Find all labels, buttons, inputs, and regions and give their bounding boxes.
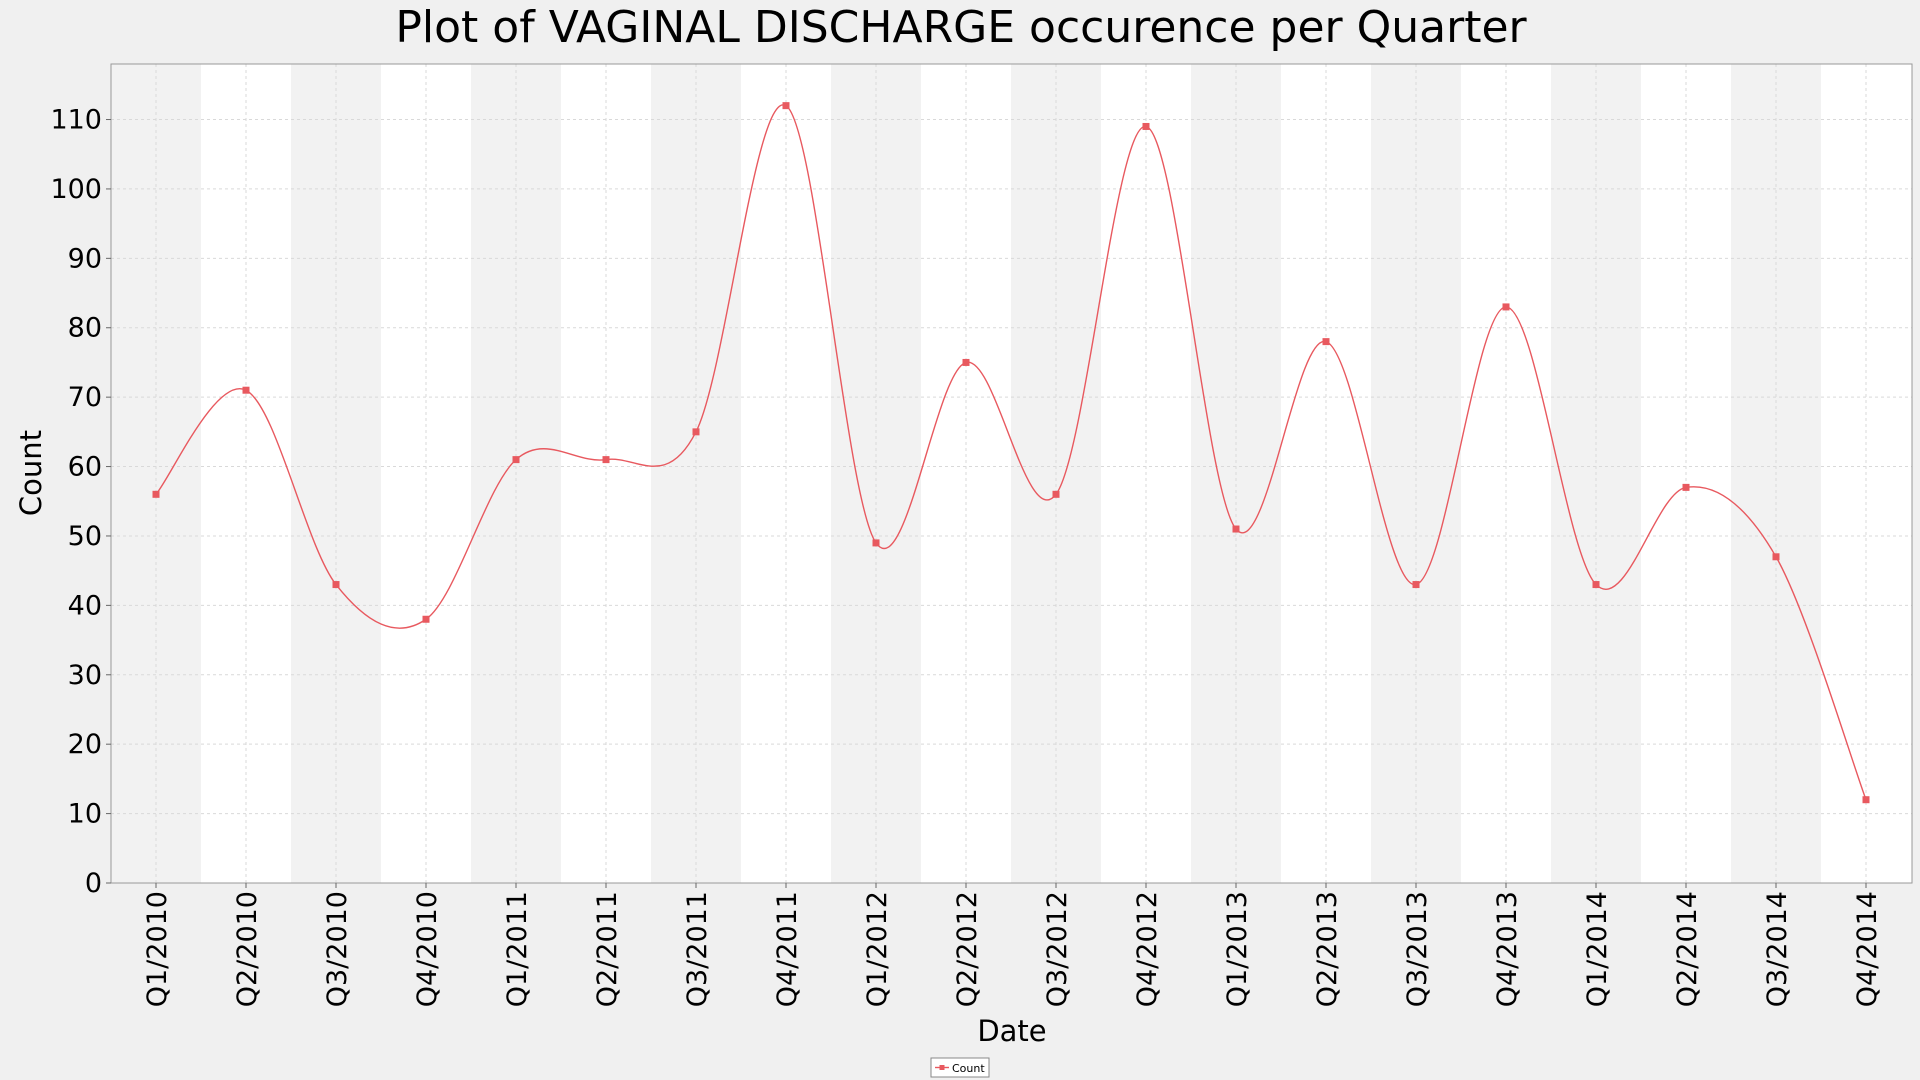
x-tick-label: Q3/2011 xyxy=(682,891,713,1007)
series-markers xyxy=(152,102,1870,804)
x-tick-label: Q3/2014 xyxy=(1762,891,1793,1007)
x-tick-label: Q4/2012 xyxy=(1132,891,1163,1007)
y-tick-label: 90 xyxy=(68,243,102,274)
x-tick-label: Q2/2012 xyxy=(952,891,983,1007)
data-point xyxy=(332,581,340,589)
x-tick-label: Q4/2013 xyxy=(1492,891,1523,1007)
y-tick-label: 70 xyxy=(68,382,102,413)
data-point xyxy=(962,358,970,366)
y-tick-label: 60 xyxy=(68,452,102,483)
y-tick-label: 100 xyxy=(50,174,102,205)
series-line-count xyxy=(155,104,1867,800)
chart-title: Plot of VAGINAL DISCHARGE occurence per … xyxy=(395,2,1527,53)
x-tick-label: Q3/2013 xyxy=(1402,891,1433,1007)
data-point xyxy=(152,490,160,498)
data-point xyxy=(512,456,520,464)
y-tick-label: 0 xyxy=(85,868,102,899)
data-point xyxy=(1592,581,1600,589)
x-tick-label: Q3/2012 xyxy=(1042,891,1073,1007)
y-tick-label: 110 xyxy=(50,105,102,136)
data-point xyxy=(1862,796,1870,804)
data-point xyxy=(1502,303,1510,311)
data-point xyxy=(602,456,610,464)
data-point xyxy=(422,615,430,623)
data-point xyxy=(1682,483,1690,491)
data-point xyxy=(1232,525,1240,533)
x-tick-label: Q2/2010 xyxy=(232,891,263,1007)
legend-label-count: Count xyxy=(952,1062,985,1075)
legend: Count xyxy=(930,1057,990,1078)
x-tick-label: Q1/2014 xyxy=(1582,891,1613,1007)
x-tick-label: Q1/2012 xyxy=(862,891,893,1007)
data-point xyxy=(692,428,700,436)
grid-lines xyxy=(111,64,1912,884)
x-tick-label: Q3/2010 xyxy=(322,891,353,1007)
data-point xyxy=(1772,553,1780,561)
x-tick-label: Q1/2013 xyxy=(1222,891,1253,1007)
y-tick-label: 50 xyxy=(68,521,102,552)
y-axis-label: Count xyxy=(14,430,48,516)
plot-border xyxy=(110,63,1913,884)
legend-box xyxy=(930,1057,990,1078)
y-tick-label: 80 xyxy=(68,313,102,344)
y-tick-label: 30 xyxy=(68,660,102,691)
y-tick-label: 10 xyxy=(68,799,102,830)
x-tick-label: Q2/2013 xyxy=(1312,891,1343,1007)
x-axis: Q1/2010 Q2/2010 Q3/2010 Q4/2010 Q1/2011 Q2/20… xyxy=(142,883,1883,1007)
data-point xyxy=(1322,338,1330,346)
x-tick-label: Q1/2011 xyxy=(502,891,533,1007)
x-tick-label: Q2/2011 xyxy=(592,891,623,1007)
data-point xyxy=(1142,122,1150,130)
x-tick-label: Q4/2014 xyxy=(1852,891,1883,1007)
x-axis-label: Date xyxy=(977,1014,1046,1048)
data-point xyxy=(1412,581,1420,589)
x-tick-label: Q4/2010 xyxy=(412,891,443,1007)
data-point xyxy=(242,386,250,394)
data-point xyxy=(872,539,880,547)
x-tick-label: Q1/2010 xyxy=(142,891,173,1007)
y-axis: 0 10 20 30 40 50 60 70 80 90 100 110 xyxy=(50,105,111,899)
data-point xyxy=(782,102,790,110)
data-point xyxy=(1052,490,1060,498)
x-tick-label: Q4/2011 xyxy=(772,891,803,1007)
legend-swatch-marker xyxy=(939,1065,945,1070)
y-tick-label: 40 xyxy=(68,590,102,621)
y-tick-label: 20 xyxy=(68,729,102,760)
x-tick-label: Q2/2014 xyxy=(1672,891,1703,1007)
